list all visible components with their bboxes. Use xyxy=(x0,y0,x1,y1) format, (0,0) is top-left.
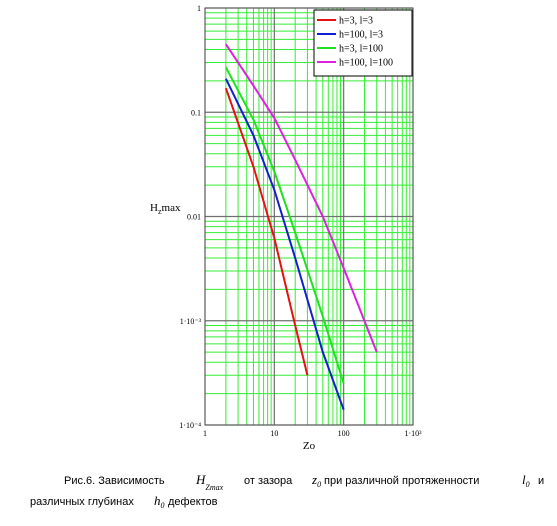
series-line xyxy=(224,66,345,384)
x-tick-label: 100 xyxy=(338,429,350,438)
caption-text: и xyxy=(538,475,544,487)
legend-label: h=3, l=3 xyxy=(339,16,373,27)
caption-subscript: 0 xyxy=(161,501,165,510)
caption-symbol: z xyxy=(311,472,317,487)
legend-label: h=100, l=100 xyxy=(339,58,393,69)
x-tick-label: 10 xyxy=(270,429,278,438)
y-label-main: H xyxy=(150,202,158,214)
caption-line-1: Рис.6. Зависимость HZmax от зазора z0 пр… xyxy=(64,472,544,493)
plot xyxy=(204,7,414,426)
x-tick-label: 1·10³ xyxy=(404,429,422,438)
caption-text: дефектов xyxy=(168,496,218,508)
legend: h=3, l=3 h=100, l=3 h=3, l=100 h=100, l=100 xyxy=(313,9,413,77)
y-tick-label: 0.01 xyxy=(187,213,201,222)
y-tick-label: 1·10⁻⁴ xyxy=(179,421,201,430)
caption-subscript: 0 xyxy=(526,480,530,489)
y-label-sub: z xyxy=(158,207,162,216)
caption-text: от зазора xyxy=(244,475,293,487)
x-axis-label: Zo xyxy=(303,440,316,452)
series-line xyxy=(224,87,309,376)
series-line xyxy=(225,43,378,353)
y-label-rest: max xyxy=(162,202,181,214)
y-tick-label: 1 xyxy=(197,4,201,13)
caption-text: Рис.6. Зависимость xyxy=(64,475,165,487)
plot-frame xyxy=(204,7,414,426)
caption-symbol: h xyxy=(154,493,161,508)
y-tick-label: 1·10⁻³ xyxy=(180,317,202,326)
legend-label: h=3, l=100 xyxy=(339,44,383,55)
x-tick-label: 1 xyxy=(203,429,207,438)
caption-symbol: H xyxy=(195,472,206,487)
legend-label: h=100, l=3 xyxy=(339,30,383,41)
y-tick-label: 0.1 xyxy=(191,108,201,117)
caption-subscript: 0 xyxy=(317,480,321,489)
caption-text: при различной протяженности xyxy=(324,475,479,487)
series-line xyxy=(224,78,345,411)
caption-text: различных глубинах xyxy=(30,496,134,508)
caption-symbol: l xyxy=(522,472,526,487)
y-axis-label: Hzmax xyxy=(150,202,181,216)
caption-line-2: различных глубинах h0 дефектов xyxy=(30,493,218,511)
caption-subscript: Zmax xyxy=(205,483,223,492)
